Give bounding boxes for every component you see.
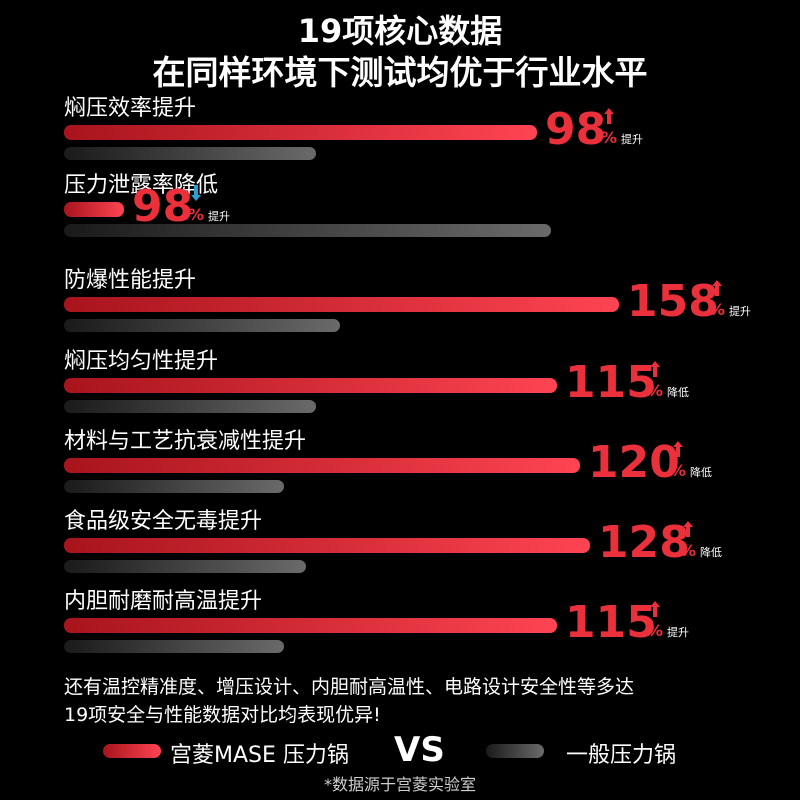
- footer-note-line1: 还有温控精准度、增压设计、内胆耐高温性、电路设计安全性等多达: [64, 676, 635, 698]
- change-note: 提升: [208, 210, 230, 223]
- mase-bar: [64, 458, 580, 473]
- change-note: 提升: [667, 626, 689, 639]
- row-label: 食品级安全无毒提升: [64, 509, 263, 534]
- legend-swatch-mase: [103, 744, 161, 758]
- arrow-up-icon: [712, 280, 722, 296]
- change-note: 降低: [690, 466, 712, 479]
- value-label: 158: [627, 276, 719, 327]
- generic-bar: [64, 560, 306, 573]
- row-label: 防爆性能提升: [64, 268, 197, 293]
- percent-sign: %: [670, 461, 687, 480]
- row-label: 压力泄露率降低: [64, 173, 219, 198]
- value-label: 120: [588, 437, 680, 488]
- legend-label-generic: 一般压力锅: [566, 743, 677, 768]
- page-title: 19项核心数据: [297, 12, 503, 50]
- generic-bar: [64, 480, 284, 493]
- arrow-down-icon: [191, 185, 201, 201]
- percent-sign: %: [601, 128, 618, 147]
- percent-sign: %: [647, 381, 664, 400]
- footer-note-line2: 19项安全与性能数据对比均表现优异!: [64, 704, 381, 726]
- arrow-up-icon: [673, 441, 683, 457]
- arrow-up-icon: [683, 521, 693, 537]
- row-label: 内胆耐磨耐高温提升: [64, 589, 263, 614]
- generic-bar: [64, 319, 340, 332]
- row-label: 焖压均匀性提升: [64, 349, 219, 374]
- percent-sign: %: [709, 300, 726, 319]
- generic-bar: [64, 224, 551, 237]
- mase-bar: [64, 202, 124, 217]
- row-label: 材料与工艺抗衰减性提升: [64, 429, 307, 454]
- row-label: 焖压效率提升: [64, 96, 197, 121]
- change-note: 降低: [667, 386, 689, 399]
- legend-swatch-generic: [486, 744, 544, 758]
- mase-bar: [64, 297, 619, 312]
- legend-label-mase: 宫菱MASE 压力锅: [170, 743, 349, 768]
- change-note: 提升: [621, 133, 643, 146]
- value-label: 115: [565, 597, 657, 648]
- generic-bar: [64, 640, 284, 653]
- mase-bar: [64, 618, 557, 633]
- arrow-up-icon: [604, 108, 614, 124]
- arrow-up-icon: [650, 361, 660, 377]
- percent-sign: %: [680, 541, 697, 560]
- mase-bar: [64, 538, 590, 553]
- data-source-note: *数据源于宫菱实验室: [323, 775, 476, 794]
- generic-bar: [64, 400, 316, 413]
- value-label: 128: [598, 517, 690, 568]
- generic-bar: [64, 147, 316, 160]
- arrow-up-icon: [650, 601, 660, 617]
- percent-sign: %: [188, 205, 205, 224]
- percent-sign: %: [647, 621, 664, 640]
- value-label: 115: [565, 357, 657, 408]
- value-label: 98: [545, 104, 607, 155]
- vs-text: VS: [394, 730, 445, 770]
- value-label: 98: [132, 181, 194, 232]
- mase-bar: [64, 125, 537, 140]
- change-note: 降低: [700, 546, 722, 559]
- mase-bar: [64, 378, 557, 393]
- page-subtitle: 在同样环境下测试均优于行业水平: [152, 53, 648, 92]
- change-note: 提升: [729, 305, 751, 318]
